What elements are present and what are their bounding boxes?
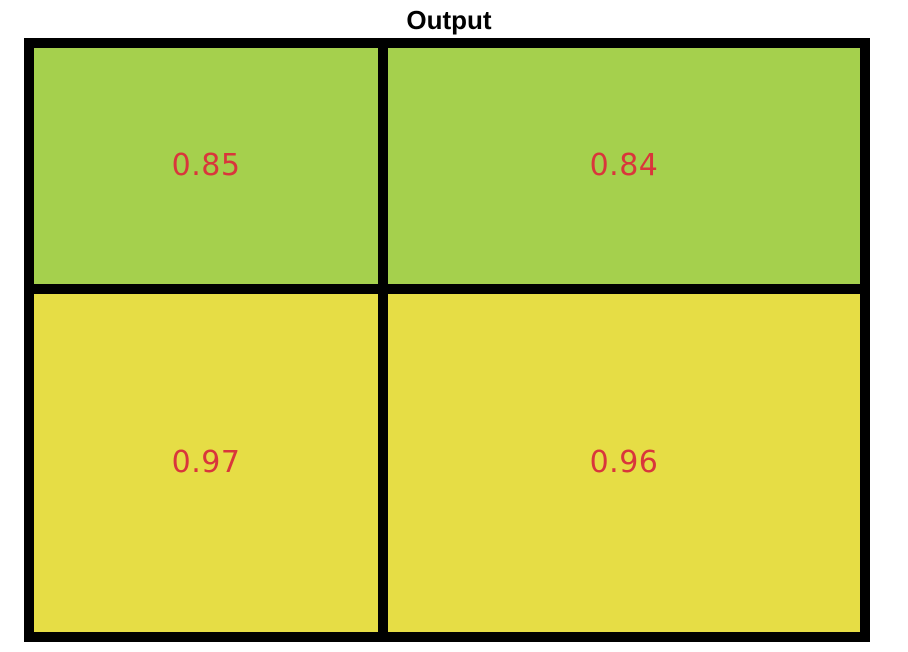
heatmap-cell-value: 0.84 bbox=[589, 148, 659, 184]
chart-title: Output bbox=[406, 5, 492, 35]
heatmap-cell: 0.84 bbox=[388, 48, 860, 284]
heatmap-cell-value: 0.96 bbox=[589, 445, 659, 481]
heatmap-cell: 0.85 bbox=[34, 48, 379, 284]
heatmap-cell: 0.96 bbox=[388, 293, 860, 632]
heatmap-cell-value: 0.97 bbox=[171, 445, 241, 481]
heatmap-cell: 0.97 bbox=[34, 293, 379, 632]
heatmap-grid: 0.85 0.84 0.97 0.96 bbox=[24, 38, 870, 642]
heatmap-cell-value: 0.85 bbox=[171, 148, 241, 184]
